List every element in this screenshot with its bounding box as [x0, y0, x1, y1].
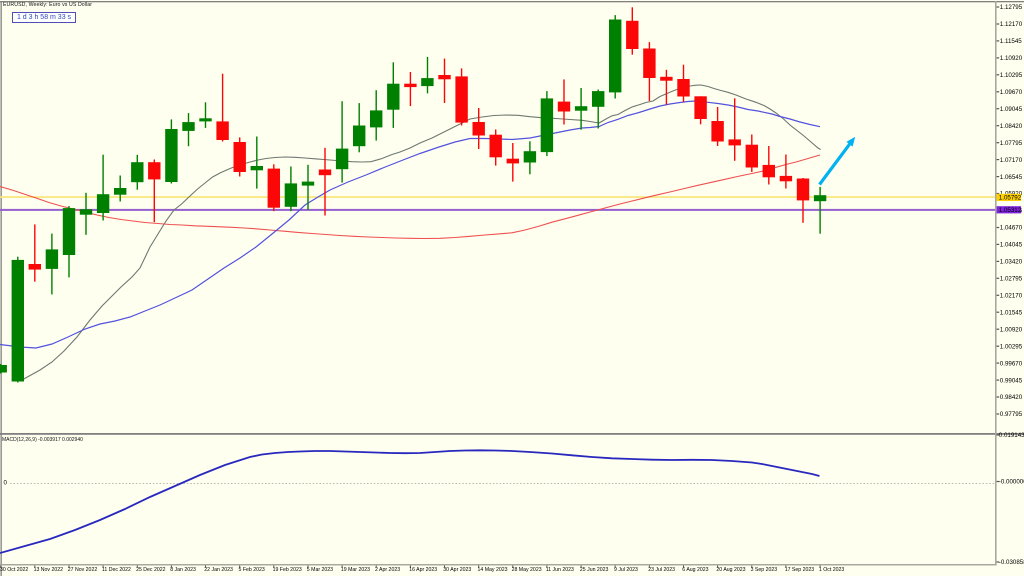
- svg-text:30 Oct 2022: 30 Oct 2022: [0, 567, 28, 573]
- svg-text:1.07795: 1.07795: [1000, 140, 1023, 147]
- svg-text:1.06545: 1.06545: [1000, 174, 1023, 181]
- svg-text:20 Aug 2023: 20 Aug 2023: [716, 567, 745, 573]
- svg-text:5 Mar 2023: 5 Mar 2023: [307, 567, 333, 573]
- svg-text:30 Apr 2023: 30 Apr 2023: [443, 567, 471, 573]
- svg-text:6 Aug 2023: 6 Aug 2023: [682, 567, 708, 573]
- svg-text:1.05312: 1.05312: [999, 207, 1022, 214]
- svg-text:23 Jul 2023: 23 Jul 2023: [648, 567, 675, 573]
- svg-text:1.05792: 1.05792: [999, 195, 1022, 202]
- svg-text:11 Jun 2023: 11 Jun 2023: [546, 567, 574, 573]
- svg-text:1.04670: 1.04670: [1000, 225, 1023, 232]
- svg-text:1.10295: 1.10295: [1000, 72, 1023, 79]
- svg-text:16 Apr 2023: 16 Apr 2023: [409, 567, 437, 573]
- svg-text:22 Jan 2023: 22 Jan 2023: [204, 567, 233, 573]
- svg-text:1.02795: 1.02795: [1000, 276, 1023, 283]
- svg-text:0: 0: [4, 480, 8, 487]
- svg-text:17 Sep 2023: 17 Sep 2023: [785, 567, 815, 573]
- svg-text:1.09045: 1.09045: [1000, 106, 1023, 113]
- svg-text:8 Jan 2023: 8 Jan 2023: [170, 567, 196, 573]
- svg-text:0.99670: 0.99670: [1000, 360, 1023, 367]
- svg-text:5 Feb 2023: 5 Feb 2023: [239, 567, 265, 573]
- svg-text:1.07170: 1.07170: [1000, 157, 1023, 164]
- svg-text:0.019143: 0.019143: [999, 432, 1024, 439]
- svg-text:28 May 2023: 28 May 2023: [512, 567, 542, 573]
- svg-text:0.97795: 0.97795: [1000, 411, 1023, 418]
- svg-text:1.12795: 1.12795: [1000, 4, 1023, 11]
- svg-text:0.98420: 0.98420: [1000, 394, 1023, 401]
- svg-text:19 Feb 2023: 19 Feb 2023: [273, 567, 302, 573]
- svg-text:1.00295: 1.00295: [1000, 343, 1023, 350]
- svg-text:11 Dec 2022: 11 Dec 2022: [102, 567, 131, 573]
- svg-text:1.01545: 1.01545: [1000, 309, 1023, 316]
- svg-text:27 Nov 2022: 27 Nov 2022: [68, 567, 98, 573]
- svg-text:1.12170: 1.12170: [1000, 21, 1023, 28]
- svg-text:13 Nov 2022: 13 Nov 2022: [34, 567, 64, 573]
- svg-text:0.99045: 0.99045: [1000, 377, 1023, 384]
- svg-text:2 Apr 2023: 2 Apr 2023: [375, 567, 400, 573]
- svg-text:1.08420: 1.08420: [1000, 123, 1023, 130]
- svg-text:19 Mar 2023: 19 Mar 2023: [341, 567, 370, 573]
- svg-text:1.04045: 1.04045: [1000, 242, 1023, 249]
- svg-text:1.03420: 1.03420: [1000, 259, 1023, 266]
- svg-text:25 Dec 2022: 25 Dec 2022: [136, 567, 166, 573]
- svg-text:3 Sep 2023: 3 Sep 2023: [751, 567, 778, 573]
- svg-text:1 Oct 2023: 1 Oct 2023: [819, 567, 844, 573]
- svg-text:14 May 2023: 14 May 2023: [478, 567, 508, 573]
- svg-text:-0.030858: -0.030858: [999, 559, 1024, 566]
- svg-text:9 Jul 2023: 9 Jul 2023: [614, 567, 638, 573]
- svg-text:-0.000000: -0.000000: [999, 479, 1024, 486]
- svg-text:1.02170: 1.02170: [1000, 293, 1023, 300]
- svg-text:1.09670: 1.09670: [1000, 89, 1023, 96]
- svg-text:1.11545: 1.11545: [1000, 38, 1022, 45]
- svg-text:1.00920: 1.00920: [1000, 326, 1023, 333]
- svg-text:1.10920: 1.10920: [1000, 55, 1023, 62]
- svg-text:25 Jun 2023: 25 Jun 2023: [580, 567, 609, 573]
